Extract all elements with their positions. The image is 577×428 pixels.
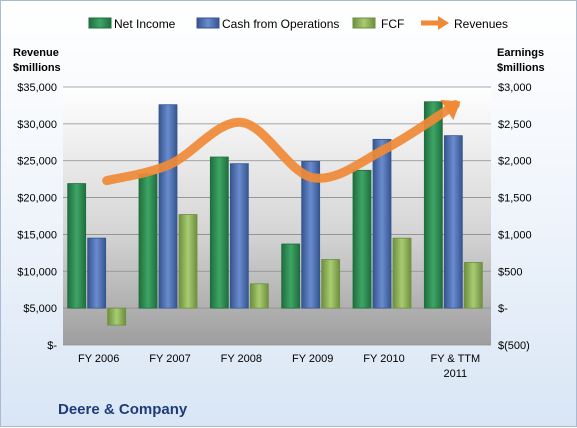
x-tick-label: FY 2008 — [221, 353, 262, 365]
legend-label-cash-ops: Cash from Operations — [222, 17, 339, 31]
right-tick-label: $1,500 — [498, 193, 532, 205]
bar-cash-from-operations — [443, 135, 463, 309]
legend-label-fcf: FCF — [381, 17, 404, 31]
left-tick-label: $5,000 — [23, 303, 57, 315]
right-axis-ticks: $3,000 $2,500 $2,000 $1,500 $1,000 $500 $- $(50… — [498, 82, 532, 352]
left-tick-label: $15,000 — [17, 229, 57, 241]
x-tick-label: FY 2006 — [78, 353, 119, 365]
bar-net-income — [67, 183, 87, 309]
right-tick-label: $2,500 — [498, 119, 532, 131]
right-tick-label: $3,000 — [498, 82, 532, 94]
right-tick-label: $500 — [498, 266, 522, 278]
right-tick-label: $(500) — [498, 340, 530, 352]
bar-cash-from-operations — [229, 163, 249, 309]
revenue-line-group — [102, 99, 461, 186]
x-tick-label: 2011 — [444, 368, 468, 380]
bar-fcf — [107, 307, 127, 326]
legend-swatch-net-income — [88, 17, 112, 29]
left-tick-label: $10,000 — [17, 266, 57, 278]
bar-net-income — [352, 169, 372, 309]
legend-swatch-revenues — [421, 16, 449, 30]
company-name: Deere & Company — [58, 401, 188, 418]
revenue-arrowhead — [440, 99, 461, 121]
bar-cash-from-operations — [87, 237, 107, 309]
right-tick-label: $- — [498, 303, 508, 315]
left-tick-label: $25,000 — [17, 156, 57, 168]
x-axis-ticks: FY 2006 FY 2007 FY 2008 FY 2009 FY 2010 FY & … — [78, 353, 480, 380]
x-tick-label: FY 2009 — [292, 353, 333, 365]
bar-fcf — [463, 262, 483, 309]
left-tick-label: $- — [47, 340, 57, 352]
bar-fcf — [392, 237, 412, 309]
left-axis-ticks: $35,000 $30,000 $25,000 $20,000 $15,000 $10,0… — [17, 82, 57, 352]
x-tick-label: FY 2010 — [363, 353, 404, 365]
revenue-line — [102, 100, 460, 186]
bar-fcf — [321, 259, 341, 309]
left-axis-title-line1: Revenue — [13, 47, 59, 59]
bar-cash-from-operations — [301, 161, 321, 309]
left-tick-label: $20,000 — [17, 193, 57, 205]
x-tick-label: FY 2007 — [149, 353, 190, 365]
bar-net-income — [423, 101, 443, 309]
bar-net-income — [138, 173, 158, 309]
bar-fcf — [249, 283, 269, 309]
bar-fcf — [178, 214, 198, 309]
bar-cash-from-operations — [372, 138, 392, 309]
legend-label-revenues: Revenues — [454, 17, 508, 31]
legend-label-net-income: Net Income — [114, 17, 176, 31]
right-axis-title-line2: $millions — [497, 62, 545, 74]
bars — [67, 101, 483, 326]
legend: Net Income Cash from Operations FCF Reve… — [88, 16, 508, 31]
right-tick-label: $1,000 — [498, 229, 532, 241]
left-axis-title-line2: $millions — [13, 62, 61, 74]
left-tick-label: $30,000 — [17, 119, 57, 131]
legend-swatch-cash-ops — [196, 17, 220, 29]
x-tick-label: FY & TTM — [430, 353, 480, 365]
gridlines — [63, 86, 491, 346]
bar-net-income — [281, 243, 301, 309]
right-tick-label: $2,000 — [498, 156, 532, 168]
bar-net-income — [209, 156, 229, 309]
legend-swatch-fcf — [352, 17, 376, 29]
right-axis-title-line1: Earnings — [497, 47, 544, 59]
left-tick-label: $35,000 — [17, 82, 57, 94]
bar-cash-from-operations — [158, 104, 178, 309]
